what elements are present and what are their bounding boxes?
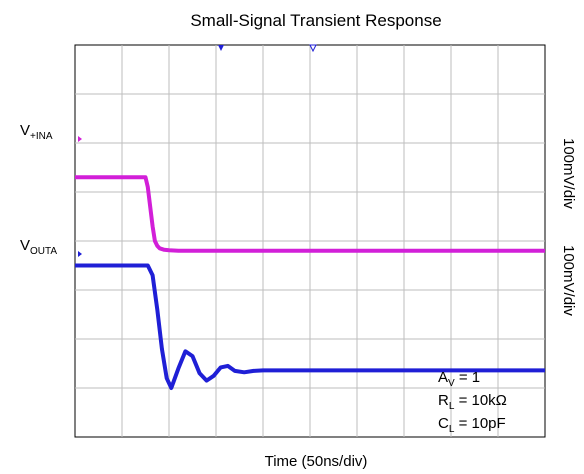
- annotation-load-resistance: RL = 10kΩ: [438, 392, 507, 412]
- series-line-vina: [75, 175, 545, 253]
- chart-title: Small-Signal Transient Response: [190, 11, 441, 30]
- annotation-load-capacitance: CL = 10pF: [438, 415, 506, 435]
- channel-label-vouta-sub: OUTA: [30, 246, 57, 257]
- trigger-marker-hollow: [309, 44, 317, 53]
- trigger-marker-solid: [218, 45, 224, 51]
- svg-text:VOUTA: VOUTA: [20, 237, 57, 257]
- channel-label-vina: V+INA: [20, 122, 82, 142]
- trigger-markers: [218, 44, 317, 53]
- channel-marker-vina: [78, 136, 82, 142]
- x-axis-label: Time (50ns/div): [265, 453, 368, 470]
- svg-text:V+INA: V+INA: [20, 122, 53, 142]
- channel-marker-vouta: [78, 251, 82, 257]
- scale-label-vina: 100mV/div: [560, 138, 577, 209]
- channel-label-vina-main: V: [20, 122, 30, 139]
- series-layer: [75, 175, 545, 390]
- annotation-gain: AV = 1: [438, 369, 480, 389]
- scale-label-vouta: 100mV/div: [560, 245, 577, 316]
- channel-label-vina-sub: +INA: [30, 131, 53, 142]
- channel-label-vouta: VOUTA: [20, 237, 82, 257]
- plot-area: [74, 44, 546, 438]
- series-line-vouta: [75, 263, 545, 390]
- channel-label-vouta-main: V: [20, 237, 30, 254]
- annotation-block: AV = 1 RL = 10kΩ CL = 10pF: [438, 369, 507, 435]
